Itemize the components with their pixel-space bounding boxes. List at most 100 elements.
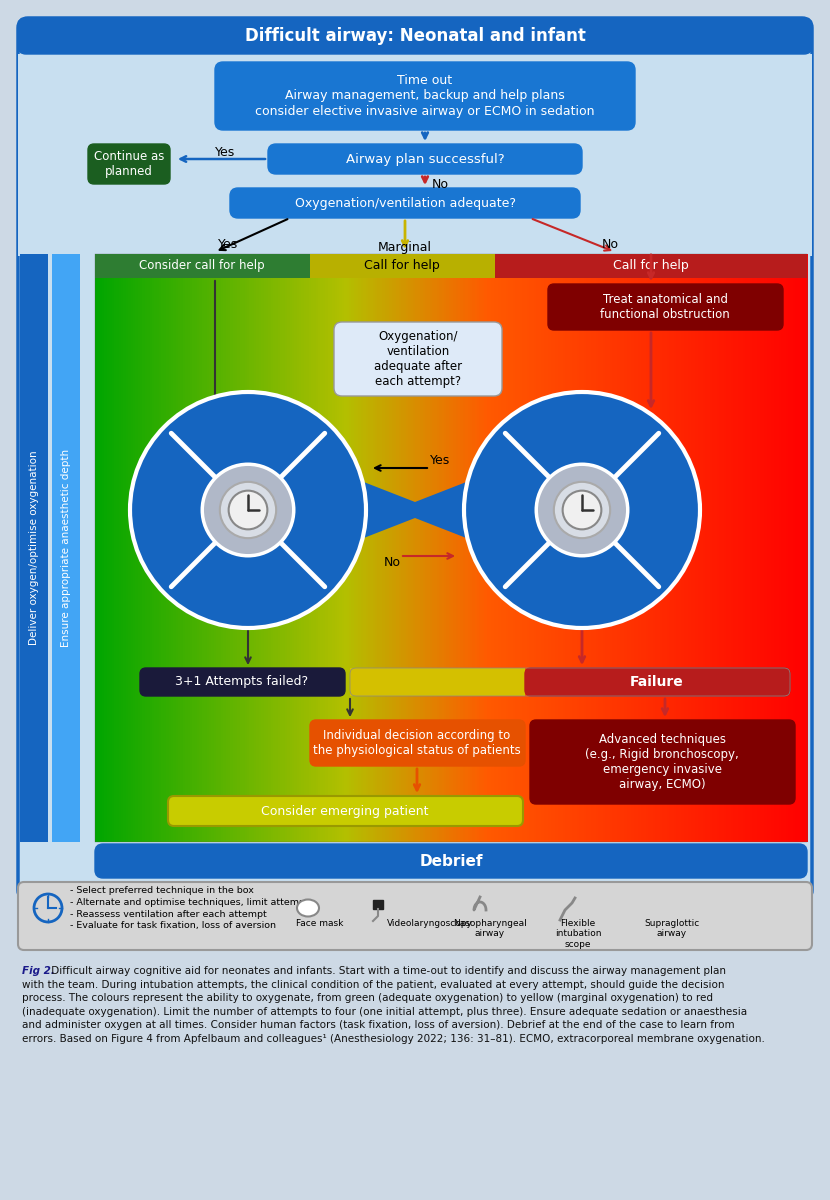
Bar xyxy=(278,254,281,842)
Bar xyxy=(515,254,518,842)
Bar xyxy=(449,254,452,842)
Bar xyxy=(715,254,717,842)
Bar xyxy=(669,254,672,842)
Bar xyxy=(696,254,698,842)
Bar xyxy=(536,254,540,842)
Bar xyxy=(726,254,730,842)
Text: Time out
Airway management, backup and help plans
consider elective invasive air: Time out Airway management, backup and h… xyxy=(256,74,595,118)
Bar xyxy=(299,254,302,842)
Bar xyxy=(503,254,506,842)
Bar xyxy=(655,254,658,842)
Text: Yes: Yes xyxy=(430,455,450,468)
Bar xyxy=(458,254,461,842)
Bar xyxy=(213,254,217,842)
Bar xyxy=(453,254,456,842)
Bar xyxy=(121,254,124,842)
Bar xyxy=(295,254,297,842)
Bar xyxy=(803,254,805,842)
Text: Treat anatomical and
functional obstruction: Treat anatomical and functional obstruct… xyxy=(600,293,730,320)
Bar xyxy=(790,254,793,842)
Text: No: No xyxy=(432,178,448,191)
Bar xyxy=(135,254,139,842)
Bar xyxy=(339,254,342,842)
Bar xyxy=(781,254,784,842)
Bar xyxy=(627,254,629,842)
Text: Airway plan successful?: Airway plan successful? xyxy=(345,152,505,166)
Bar xyxy=(484,254,487,842)
Text: - Select preferred technique in the box
- Alternate and optimise techniques, lim: - Select preferred technique in the box … xyxy=(70,886,310,930)
Bar xyxy=(116,254,120,842)
Bar xyxy=(290,254,292,842)
Bar xyxy=(491,254,494,842)
Bar xyxy=(665,254,667,842)
Bar xyxy=(204,254,207,842)
Bar xyxy=(254,254,257,842)
Bar xyxy=(707,254,710,842)
Bar xyxy=(359,254,361,842)
Text: Consider call for help: Consider call for help xyxy=(139,259,265,272)
Text: Call for help: Call for help xyxy=(613,259,689,272)
Text: Difficult airway cognitive aid for neonates and infants. Start with a time-out t: Difficult airway cognitive aid for neona… xyxy=(22,966,765,1044)
Bar xyxy=(398,254,402,842)
Bar xyxy=(382,254,385,842)
Bar xyxy=(342,254,344,842)
Text: Nasopharyngeal
airway: Nasopharyngeal airway xyxy=(453,919,527,938)
Bar xyxy=(301,254,305,842)
Bar xyxy=(679,254,681,842)
Text: Oxygenation/ventilation adequate?: Oxygenation/ventilation adequate? xyxy=(295,197,515,210)
Bar xyxy=(349,254,352,842)
Bar xyxy=(282,254,286,842)
Bar xyxy=(408,254,411,842)
Bar xyxy=(159,254,162,842)
Bar xyxy=(613,254,615,842)
Bar xyxy=(273,254,276,842)
Bar xyxy=(588,254,592,842)
Bar xyxy=(368,254,371,842)
Bar xyxy=(183,254,186,842)
Text: Ensure appropriate anaesthetic depth: Ensure appropriate anaesthetic depth xyxy=(61,449,71,647)
Bar xyxy=(596,254,598,842)
Bar xyxy=(314,254,316,842)
Bar xyxy=(736,254,739,842)
Bar xyxy=(482,254,485,842)
Bar xyxy=(221,254,223,842)
Bar xyxy=(461,254,463,842)
Bar xyxy=(107,254,110,842)
Bar xyxy=(126,254,129,842)
Bar xyxy=(380,254,383,842)
Bar xyxy=(323,254,325,842)
Bar xyxy=(671,254,675,842)
Bar xyxy=(370,254,374,842)
Bar xyxy=(717,254,720,842)
Circle shape xyxy=(220,482,276,538)
Bar xyxy=(745,254,748,842)
Bar xyxy=(525,254,527,842)
Bar xyxy=(287,254,290,842)
Bar xyxy=(757,254,760,842)
Bar xyxy=(425,254,427,842)
Bar xyxy=(271,254,274,842)
Bar xyxy=(157,254,159,842)
Bar xyxy=(513,254,515,842)
Bar xyxy=(652,254,656,842)
Bar xyxy=(771,254,774,842)
Bar xyxy=(643,254,646,842)
Bar xyxy=(710,254,713,842)
Bar xyxy=(472,254,476,842)
Bar xyxy=(147,254,150,842)
Bar xyxy=(128,254,131,842)
Bar xyxy=(804,254,808,842)
Bar xyxy=(624,254,627,842)
Text: Deliver oxygen/optimise oxygenation: Deliver oxygen/optimise oxygenation xyxy=(29,451,39,646)
Bar xyxy=(657,254,661,842)
Bar xyxy=(422,254,426,842)
Bar xyxy=(392,254,394,842)
Bar xyxy=(320,254,324,842)
Bar xyxy=(541,254,544,842)
Bar xyxy=(309,254,311,842)
Bar xyxy=(622,254,625,842)
Circle shape xyxy=(554,482,610,538)
Bar xyxy=(354,254,357,842)
Text: Oxygenation/
ventilation
adequate after
each attempt?: Oxygenation/ ventilation adequate after … xyxy=(374,330,462,388)
Bar xyxy=(97,254,100,842)
